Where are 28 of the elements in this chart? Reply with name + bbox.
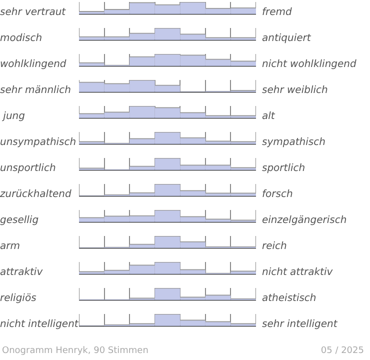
y-axis-title: modisch (0, 33, 42, 44)
y-axis-title: unsportlich (0, 163, 56, 174)
y2-axis-title: nicht attraktiv (262, 267, 333, 278)
y-axis-title: sehr männlich (0, 85, 71, 96)
y2-axis-title: sehr intelligent (262, 319, 338, 330)
y-axis-title: jung (1, 111, 25, 122)
y2-axis-title: sehr weiblich (262, 85, 328, 96)
y-axis-title: zurückhaltend (0, 189, 72, 200)
y-axis-title: unsympathisch (0, 137, 76, 148)
y2-axis-title: antiquiert (262, 33, 311, 44)
y-axis-title: arm (0, 241, 20, 252)
y-axis-title: nicht intelligent (0, 319, 78, 330)
y-axis-title: gesellig (0, 215, 39, 226)
y2-axis-title: einzelgängerisch (262, 215, 347, 226)
y-axis-title: wohlklingend (0, 59, 66, 70)
y-axis-title: sehr vertraut (0, 7, 66, 18)
y2-axis-title: nicht wohlklingend (262, 59, 356, 70)
y2-axis-title: fremd (262, 7, 292, 18)
y2-axis-title: sportlich (262, 163, 306, 174)
y-axis-title: religiös (0, 293, 36, 304)
text: Onogramm Henryk, 90 Stimmen (2, 346, 148, 356)
y-axis-title: attraktiv (0, 267, 43, 278)
y2-axis-title: atheistisch (262, 293, 316, 304)
y2-axis-title: alt (262, 111, 275, 122)
text: 05 / 2025 (320, 346, 364, 356)
y2-axis-title: forsch (262, 189, 293, 200)
y2-axis-title: sympathisch (262, 137, 326, 148)
y2-axis-title: reich (262, 241, 287, 252)
